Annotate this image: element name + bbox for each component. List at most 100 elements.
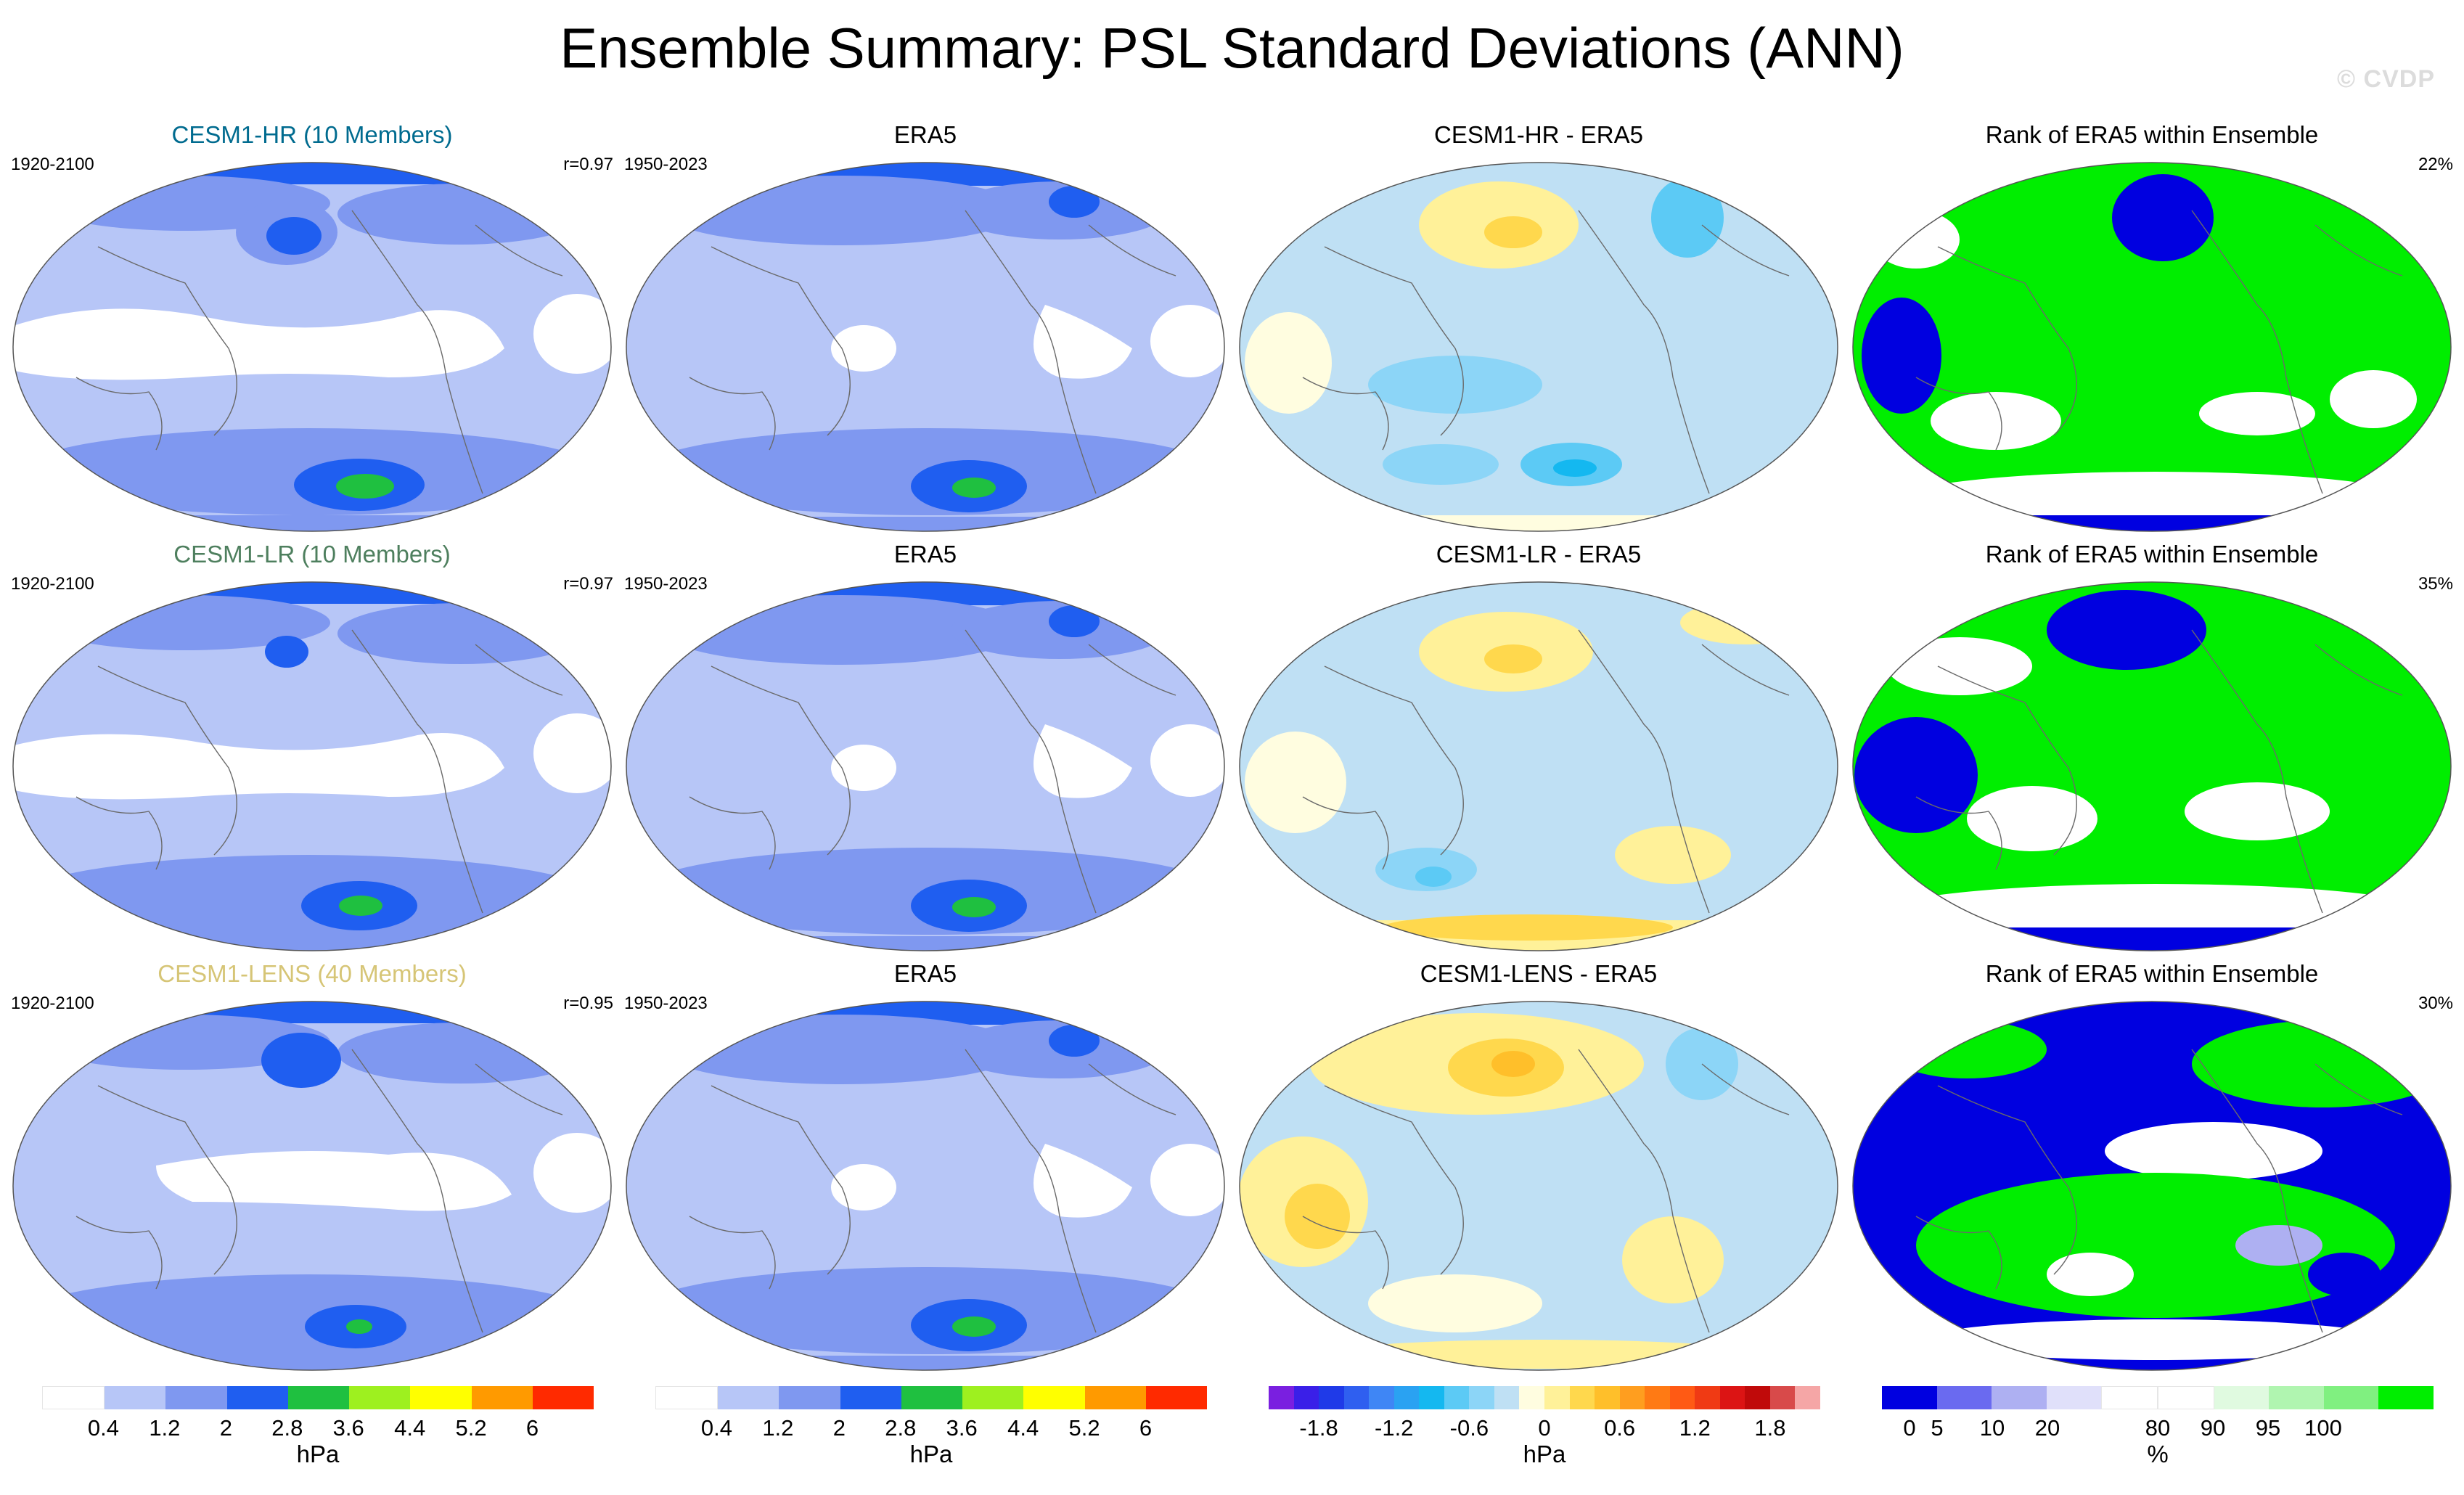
colorbar-swatch	[655, 1386, 719, 1409]
colorbar-swatch	[532, 1386, 594, 1409]
colorbar-tick-label: 0.6	[1604, 1415, 1636, 1441]
colorbar-tick-label: 5.2	[1068, 1415, 1100, 1441]
colorbar-stddev-obs: hPa 0.4 1.2 2 2.8 3.6 4.4 5.2 6	[655, 1386, 1207, 1495]
stddev-map	[12, 1001, 612, 1371]
colorbar-unit: hPa	[296, 1441, 340, 1467]
colorbar-swatch	[165, 1386, 227, 1409]
colorbar-swatch	[779, 1386, 840, 1409]
colorbar-swatch	[410, 1386, 472, 1409]
colorbar-unit: hPa	[1523, 1441, 1566, 1467]
colorbar-tick-label: -1.8	[1299, 1415, 1338, 1441]
panel-row1-model: CESM1-HR (10 Members) 1920-2100 r=0.97	[11, 119, 613, 540]
colorbar-swatches	[42, 1386, 594, 1409]
colorbar-swatch	[1084, 1386, 1146, 1409]
colorbar-swatch	[2046, 1386, 2102, 1409]
colorbar-tick-label: 0	[1903, 1415, 1916, 1441]
colorbar-swatch	[2269, 1386, 2324, 1409]
colorbar-swatch	[1544, 1386, 1570, 1409]
colorbar-swatch	[42, 1386, 105, 1409]
panel-title-obs: ERA5	[893, 541, 957, 568]
panel-row3-obs: ERA5 1950-2023	[624, 958, 1227, 1379]
colorbar-tick-label: 100	[2304, 1415, 2342, 1441]
colorbar-unit: %	[2147, 1441, 2169, 1467]
colorbar-tick-label: 4.4	[1007, 1415, 1039, 1441]
colorbar-swatch	[471, 1386, 533, 1409]
panel-row2-model: CESM1-LR (10 Members) 1920-2100 r=0.97	[11, 538, 613, 959]
colorbar-swatch	[1936, 1386, 1992, 1409]
colorbar-tick-label: 3.6	[332, 1415, 364, 1441]
colorbar-swatch	[1769, 1386, 1796, 1409]
colorbar-swatch	[1719, 1386, 1745, 1409]
difference-map	[1239, 581, 1838, 951]
colorbar-tick-label: 80	[2145, 1415, 2171, 1441]
colorbar-swatch	[1319, 1386, 1344, 1409]
colorbar-tick-label: 1.2	[149, 1415, 181, 1441]
period-label: 1950-2023	[624, 155, 708, 174]
colorbar-tick-label: -0.6	[1449, 1415, 1489, 1441]
panel-row3-model: CESM1-LENS (40 Members) 1920-2100 r=0.95	[11, 958, 613, 1379]
colorbar-swatch	[1669, 1386, 1695, 1409]
panel-title-rank: Rank of ERA5 within Ensemble	[1985, 541, 2319, 568]
colorbar-swatch	[2214, 1386, 2269, 1409]
colorbar-tick-label: 2.8	[271, 1415, 303, 1441]
colorbar-difference: hPa -1.8 -1.2 -0.6 0 0.6 1.2 1.8	[1269, 1386, 1821, 1495]
colorbar-swatch	[1469, 1386, 1494, 1409]
colorbar-swatch	[1023, 1386, 1085, 1409]
colorbar-swatch	[1393, 1386, 1420, 1409]
colorbar-swatches	[1269, 1386, 1821, 1409]
stddev-map	[626, 1001, 1225, 1371]
colorbar-tick-label: 4.4	[394, 1415, 426, 1441]
period-label: 1920-2100	[11, 155, 94, 174]
panel-row3-rank: Rank of ERA5 within Ensemble 30%	[1851, 958, 2453, 1379]
colorbar-swatch	[1444, 1386, 1470, 1409]
pattern-correlation: r=0.95	[563, 994, 613, 1013]
colorbar-swatch	[1369, 1386, 1394, 1409]
panel-row1-rank: Rank of ERA5 within Ensemble 22%	[1851, 119, 2453, 540]
colorbar-tick-label: -1.2	[1375, 1415, 1414, 1441]
colorbar-swatch	[2323, 1386, 2379, 1409]
colorbar-swatch	[901, 1386, 963, 1409]
colorbar-tick-label: 6	[1139, 1415, 1153, 1441]
figure-title: Ensemble Summary: PSL Standard Deviation…	[560, 16, 1904, 80]
colorbar-tick-label: 0	[1538, 1415, 1551, 1441]
period-label: 1920-2100	[11, 994, 94, 1013]
colorbar-swatch	[1419, 1386, 1444, 1409]
colorbar-swatch	[840, 1386, 901, 1409]
colorbar-swatch	[962, 1386, 1024, 1409]
colorbar-swatch	[1645, 1386, 1670, 1409]
panel-title-model: CESM1-LR (10 Members)	[173, 541, 451, 568]
period-label: 1920-2100	[11, 574, 94, 594]
colorbar-tick-label: 0.4	[87, 1415, 119, 1441]
colorbar-rank: % 0 5 10 20 80 90 95 100	[1882, 1386, 2434, 1495]
colorbar-tick-label: 20	[2034, 1415, 2060, 1441]
panel-row1-diff: CESM1-HR - ERA5	[1237, 119, 1840, 540]
rank-map	[1852, 581, 2452, 951]
colorbar-tick-label: 95	[2255, 1415, 2281, 1441]
stddev-map	[12, 581, 612, 951]
period-label: 1950-2023	[624, 574, 708, 594]
colorbar-tick-label: 1.8	[1754, 1415, 1786, 1441]
cvdp-watermark: © CVDP	[2337, 65, 2435, 93]
panel-title-diff: CESM1-HR - ERA5	[1434, 121, 1643, 148]
colorbar-swatch	[105, 1386, 166, 1409]
colorbar-swatch	[1882, 1386, 1937, 1409]
stddev-map	[626, 162, 1225, 532]
colorbar-swatches	[655, 1386, 1207, 1409]
colorbar-tick-label: 1.2	[1679, 1415, 1711, 1441]
colorbar-stddev-model: hPa 0.4 1.2 2 2.8 3.6 4.4 5.2 6	[42, 1386, 594, 1495]
colorbar-swatch	[718, 1386, 779, 1409]
colorbar-tick-label: 3.6	[946, 1415, 978, 1441]
colorbar-tick-label: 2	[832, 1415, 846, 1441]
colorbar-swatch	[1293, 1386, 1319, 1409]
colorbar-tick-label: 90	[2200, 1415, 2226, 1441]
pattern-correlation: r=0.97	[563, 155, 613, 174]
difference-map	[1239, 1001, 1838, 1371]
panel-title-diff: CESM1-LENS - ERA5	[1420, 960, 1658, 987]
colorbar-swatch	[1343, 1386, 1370, 1409]
colorbar-tick-label: 5.2	[455, 1415, 487, 1441]
rank-map	[1852, 162, 2452, 532]
rank-map	[1852, 1001, 2452, 1371]
pattern-correlation: r=0.97	[563, 574, 613, 594]
rank-percent: 22%	[2418, 155, 2453, 174]
panel-title-rank: Rank of ERA5 within Ensemble	[1985, 960, 2319, 987]
